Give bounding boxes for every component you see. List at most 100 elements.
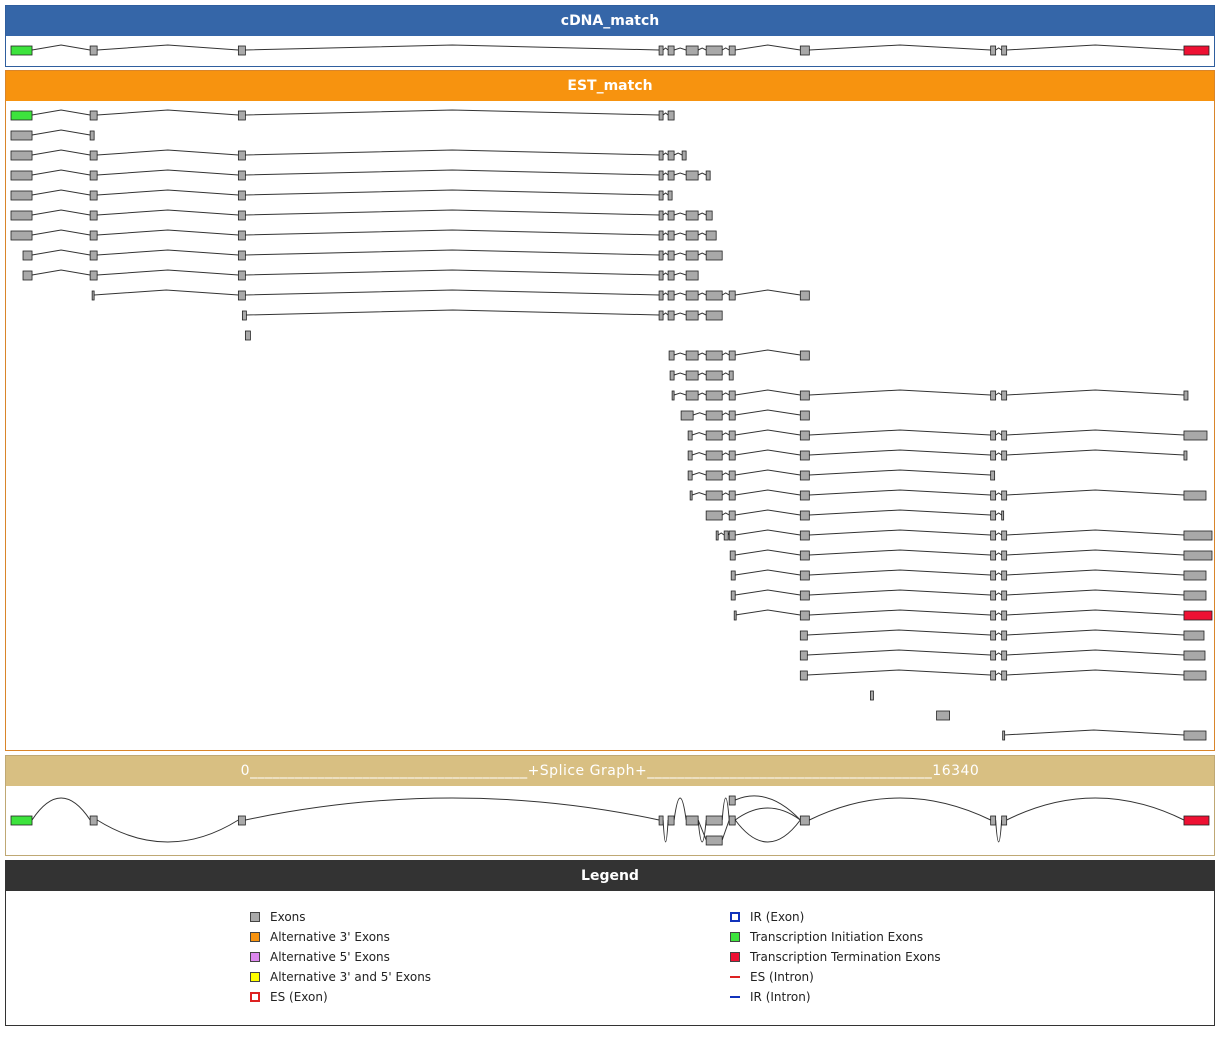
intron-line bbox=[673, 292, 687, 296]
legend-header[interactable]: Legend bbox=[6, 861, 1214, 891]
legend-label: Alternative 5' Exons bbox=[270, 950, 390, 964]
exon bbox=[89, 210, 98, 221]
est-match-header[interactable]: EST_match bbox=[6, 71, 1214, 101]
exon bbox=[799, 430, 810, 441]
intron-line bbox=[1006, 569, 1184, 576]
transcript-row bbox=[10, 149, 687, 161]
exon bbox=[799, 410, 810, 421]
intron-line bbox=[1006, 489, 1184, 496]
intron-line bbox=[673, 47, 687, 51]
intron-line bbox=[245, 169, 660, 176]
exon bbox=[990, 670, 997, 681]
legend-item: Alternative 5' Exons bbox=[250, 949, 390, 965]
exon bbox=[705, 410, 723, 421]
intron-line bbox=[735, 389, 801, 396]
intron-line bbox=[809, 509, 991, 516]
exon bbox=[667, 290, 675, 301]
exon bbox=[705, 430, 723, 441]
intron-line bbox=[697, 292, 707, 296]
intron-line bbox=[662, 212, 669, 216]
intron-line bbox=[809, 429, 991, 436]
exon bbox=[237, 210, 246, 221]
exon bbox=[667, 270, 675, 281]
intron-line bbox=[31, 249, 91, 256]
exon bbox=[1183, 450, 1188, 461]
exon bbox=[728, 45, 736, 56]
intron-line bbox=[31, 169, 91, 176]
initiation-exon bbox=[10, 45, 33, 56]
intron-line bbox=[673, 312, 687, 316]
splice-edge bbox=[697, 819, 707, 843]
intron-line bbox=[673, 152, 683, 156]
transcript-row bbox=[244, 330, 251, 341]
intron-line bbox=[809, 529, 991, 536]
exon bbox=[658, 170, 664, 181]
intron-line bbox=[697, 392, 707, 396]
legend-item: ES (Intron) bbox=[730, 969, 814, 985]
cdna-match-header[interactable]: cDNA_match bbox=[6, 6, 1214, 36]
exon bbox=[723, 530, 729, 541]
exon bbox=[1183, 490, 1207, 501]
intron-line bbox=[809, 489, 991, 496]
intron-line bbox=[673, 372, 687, 376]
exon bbox=[728, 350, 736, 361]
intron-line bbox=[735, 349, 801, 356]
exon bbox=[685, 350, 699, 361]
exon bbox=[1183, 390, 1189, 401]
intron-line bbox=[807, 669, 991, 676]
intron-line bbox=[735, 429, 801, 436]
exon bbox=[799, 490, 810, 501]
exon bbox=[237, 230, 246, 241]
exon bbox=[715, 530, 719, 541]
legend-item: ES (Exon) bbox=[250, 989, 328, 1005]
intron-line bbox=[995, 552, 1002, 556]
exon bbox=[799, 650, 808, 661]
exon bbox=[1183, 570, 1207, 581]
exon bbox=[10, 170, 33, 181]
splice-edge bbox=[995, 819, 1003, 843]
exon bbox=[705, 230, 717, 241]
legend-swatch-icon bbox=[730, 996, 740, 998]
exon bbox=[667, 230, 675, 241]
exon bbox=[990, 630, 997, 641]
splice-graph-header[interactable]: 0_____________________________________+S… bbox=[6, 756, 1214, 786]
exon bbox=[728, 510, 736, 521]
intron-line bbox=[691, 472, 707, 476]
exon bbox=[799, 610, 810, 621]
cdna-match-track bbox=[10, 44, 1210, 56]
intron-line bbox=[97, 169, 239, 176]
intron-line bbox=[1006, 449, 1184, 456]
exon bbox=[1001, 610, 1008, 621]
legend-swatch-icon bbox=[730, 976, 740, 978]
intron-line bbox=[809, 569, 991, 576]
exon bbox=[237, 250, 246, 261]
exon bbox=[89, 150, 98, 161]
intron-line bbox=[697, 172, 707, 176]
legend-item: IR (Exon) bbox=[730, 909, 804, 925]
transcript-row bbox=[799, 629, 1205, 641]
intron-line bbox=[721, 47, 730, 51]
exon bbox=[799, 590, 810, 601]
transcript-row bbox=[687, 449, 1188, 461]
intron-line bbox=[735, 449, 801, 456]
exon bbox=[799, 350, 810, 361]
intron-line bbox=[662, 152, 669, 156]
exon bbox=[241, 310, 247, 321]
initiation-exon bbox=[10, 110, 33, 121]
exon bbox=[799, 530, 810, 541]
exon bbox=[705, 170, 711, 181]
exon bbox=[685, 170, 699, 181]
intron-line bbox=[717, 532, 725, 536]
exon bbox=[667, 310, 675, 321]
legend-label: IR (Exon) bbox=[750, 910, 805, 924]
exon bbox=[10, 150, 33, 161]
exon bbox=[237, 190, 246, 201]
intron-line bbox=[735, 609, 801, 616]
transcript-row bbox=[669, 370, 734, 381]
intron-line bbox=[691, 452, 707, 456]
legend-item: Transcription Termination Exons bbox=[730, 949, 941, 965]
intron-line bbox=[673, 252, 687, 256]
intron-line bbox=[662, 312, 669, 316]
legend-label: Transcription Termination Exons bbox=[750, 950, 941, 964]
intron-line bbox=[1006, 649, 1184, 656]
